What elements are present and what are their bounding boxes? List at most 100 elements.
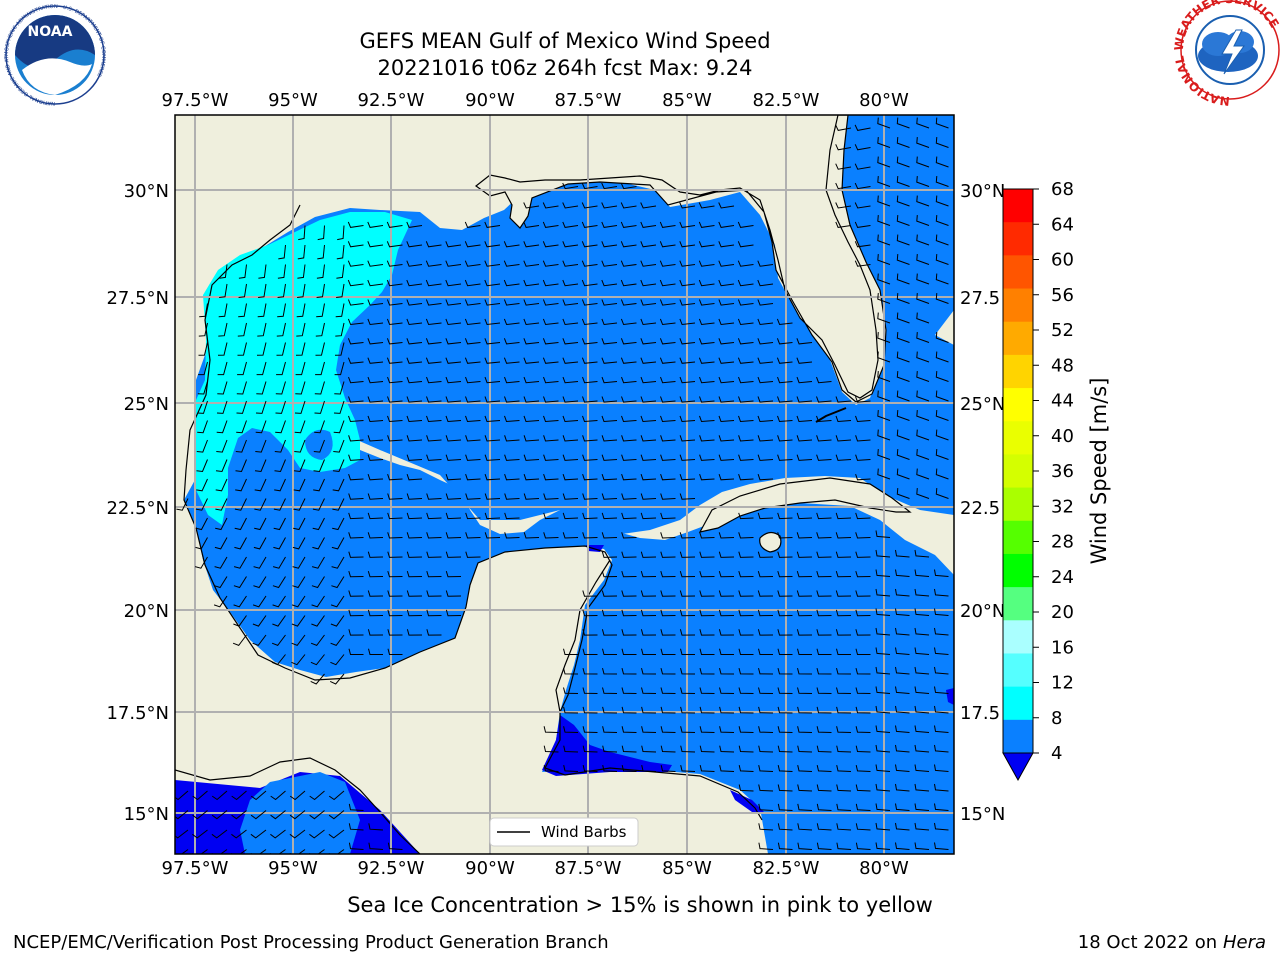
bottom-lon-label: 80°W xyxy=(859,858,909,879)
wind-barb xyxy=(445,260,462,267)
wind-barb xyxy=(738,764,754,772)
wind-barb xyxy=(563,726,579,733)
cyan-hole xyxy=(305,429,333,460)
wind-barb xyxy=(406,609,423,617)
wind-barb xyxy=(238,264,247,279)
wind-barb xyxy=(294,400,306,414)
wind-barb xyxy=(621,396,637,403)
wind-barb xyxy=(680,706,696,714)
wind-barb xyxy=(758,764,774,772)
wind-barb xyxy=(640,590,657,597)
wind-barb xyxy=(196,478,208,492)
wind-barb xyxy=(797,706,813,714)
wind-barb xyxy=(737,260,754,267)
wind-barb xyxy=(640,512,657,520)
wind-barb xyxy=(699,532,715,539)
wind-barb xyxy=(757,376,774,384)
wind-barb xyxy=(484,338,501,345)
wind-barb xyxy=(386,279,403,287)
wind-barb xyxy=(816,764,832,772)
wind-barb xyxy=(797,745,813,753)
wind-barb xyxy=(641,764,657,772)
wind-barb xyxy=(313,439,325,453)
wind-barb xyxy=(523,493,540,500)
wind-barb xyxy=(581,221,598,228)
cuba-land xyxy=(698,477,912,533)
wind-barb xyxy=(914,764,930,772)
colorbar-segment xyxy=(1003,686,1033,721)
wind-barb xyxy=(257,322,267,337)
wind-barb xyxy=(738,435,754,442)
wind-barb xyxy=(698,221,715,228)
wind-barb xyxy=(796,415,813,423)
wind-barb xyxy=(199,303,208,318)
wind-barb xyxy=(253,556,267,569)
wind-barb xyxy=(312,517,325,531)
map-area xyxy=(175,115,954,854)
wind-barb xyxy=(836,784,852,792)
wind-barb xyxy=(877,371,891,382)
wind-barb xyxy=(916,371,930,382)
wind-barb xyxy=(582,648,598,655)
wind-barb xyxy=(348,415,364,423)
wind-barb xyxy=(797,842,813,850)
wind-barb xyxy=(699,629,715,636)
wind-barb xyxy=(195,537,208,550)
wind-barb xyxy=(699,687,715,694)
wind-barb xyxy=(192,790,208,801)
wind-barb xyxy=(660,764,676,772)
wind-barb xyxy=(816,823,832,831)
footer-left: NCEP/EMC/Verification Post Processing Pr… xyxy=(13,932,609,953)
wind-barb xyxy=(934,647,949,655)
wind-barb xyxy=(297,283,306,298)
wind-barb xyxy=(601,493,618,500)
wind-barb xyxy=(719,667,735,675)
wind-barb xyxy=(523,260,540,267)
colorbar-tick-label: 24 xyxy=(1051,567,1074,588)
wind-barb xyxy=(175,810,189,820)
wind-barb xyxy=(758,823,774,831)
wind-barb xyxy=(718,570,735,578)
wind-barb xyxy=(896,488,910,499)
wind-barb xyxy=(582,706,598,714)
wind-barb xyxy=(719,687,735,694)
wind-barb xyxy=(875,783,891,792)
wind-barb xyxy=(273,537,286,550)
wind-barb xyxy=(387,551,403,558)
wind-barb xyxy=(835,570,852,578)
wind-barb xyxy=(367,357,384,364)
wind-barb xyxy=(426,454,442,461)
wind-barb xyxy=(581,318,598,326)
wind-barb xyxy=(542,357,559,364)
wind-barb xyxy=(233,556,247,569)
colorbar-tick-label: 32 xyxy=(1051,496,1074,517)
wind-barb xyxy=(877,195,891,207)
wind-barb xyxy=(272,556,286,569)
wind-barb xyxy=(934,783,949,792)
wind-barb xyxy=(294,420,306,434)
wind-barb xyxy=(875,842,891,850)
wind-barb xyxy=(718,202,735,209)
wind-barb xyxy=(816,706,832,714)
wind-barb xyxy=(718,260,735,267)
wind-barb xyxy=(543,512,559,520)
wind-barb xyxy=(621,415,637,423)
bottom-lon-labels: 97.5°W 95°W 92.5°W 90°W 87.5°W 85°W 82.5… xyxy=(162,858,909,879)
wind-barb xyxy=(332,498,345,511)
left-lat-label: 15°N xyxy=(124,804,169,825)
wind-barb xyxy=(297,244,306,260)
wind-barb xyxy=(543,376,559,384)
wind-barb xyxy=(896,137,910,148)
wind-barb xyxy=(738,376,754,384)
wind-barb xyxy=(797,764,813,772)
wind-barb xyxy=(581,260,598,267)
wind-barb xyxy=(777,396,793,403)
wind-barb xyxy=(698,318,715,326)
wind-barb xyxy=(216,439,228,453)
wind-barb xyxy=(386,221,403,228)
wind-barb xyxy=(679,241,696,248)
wind-barb xyxy=(621,726,637,733)
wind-barb xyxy=(935,254,949,265)
wind-barb xyxy=(523,357,540,364)
wind-barb xyxy=(777,376,793,384)
